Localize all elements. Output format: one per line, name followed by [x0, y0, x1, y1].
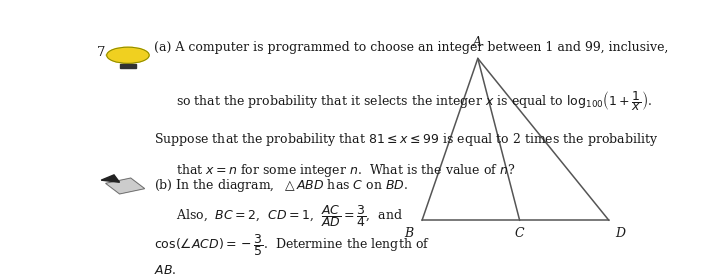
Text: $\cos(\angle ACD) = -\dfrac{3}{5}$.  Determine the length of: $\cos(\angle ACD) = -\dfrac{3}{5}$. Dete… [154, 232, 430, 258]
Text: A: A [473, 36, 482, 49]
Text: Also,  $BC = 2$,  $CD = 1$,  $\dfrac{AC}{AD} = \dfrac{3}{4}$,  and: Also, $BC = 2$, $CD = 1$, $\dfrac{AC}{AD… [176, 204, 403, 229]
Text: Suppose that the probability that $81 \leq x \leq 99$ is equal to 2 times the pr: Suppose that the probability that $81 \l… [154, 131, 658, 148]
Text: B: B [405, 227, 413, 240]
Polygon shape [106, 178, 145, 194]
Text: (b) In the diagram,  $\triangle ABD$ has $C$ on $BD$.: (b) In the diagram, $\triangle ABD$ has … [154, 177, 408, 194]
Circle shape [107, 47, 149, 63]
Text: 7.: 7. [97, 46, 110, 59]
Text: so that the probability that it selects the integer $x$ is equal to $\log_{100}\: so that the probability that it selects … [176, 89, 653, 113]
Text: D: D [616, 227, 626, 240]
Text: that $x = n$ for some integer $n$.  What is the value of $n$?: that $x = n$ for some integer $n$. What … [176, 162, 516, 179]
Text: C: C [515, 227, 524, 240]
Text: (a) A computer is programmed to choose an integer between 1 and 99, inclusive,: (a) A computer is programmed to choose a… [154, 42, 669, 54]
Text: $AB$.: $AB$. [154, 264, 176, 275]
Polygon shape [101, 175, 120, 182]
FancyBboxPatch shape [120, 64, 136, 68]
